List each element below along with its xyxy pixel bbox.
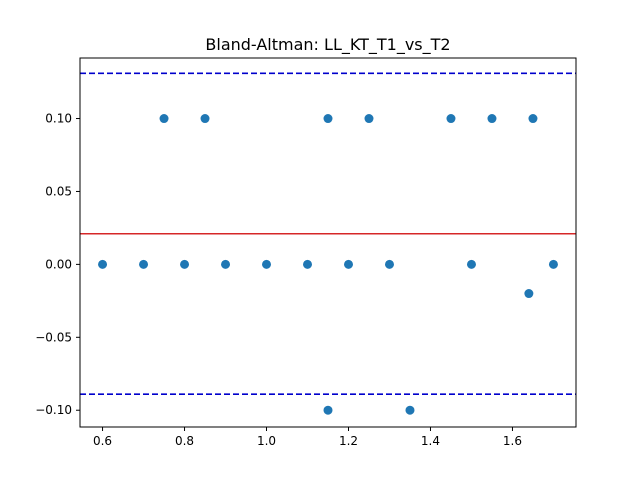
data-points bbox=[98, 114, 558, 415]
x-tick-label: 1.2 bbox=[339, 434, 358, 448]
data-point bbox=[262, 259, 272, 269]
y-tick-label: 0.10 bbox=[45, 112, 72, 126]
x-tick-label: 1.0 bbox=[257, 434, 276, 448]
x-tick-label: 1.4 bbox=[421, 434, 440, 448]
y-tick-label: −0.05 bbox=[35, 330, 72, 344]
data-point bbox=[343, 259, 353, 269]
data-point bbox=[446, 114, 456, 124]
plot-frame bbox=[79, 57, 577, 428]
y-tick-label: −0.10 bbox=[35, 403, 72, 417]
data-point bbox=[524, 289, 534, 299]
data-point bbox=[139, 259, 149, 269]
data-point bbox=[466, 259, 476, 269]
data-point bbox=[159, 114, 169, 124]
data-point bbox=[364, 114, 374, 124]
data-point bbox=[323, 405, 333, 415]
data-point bbox=[180, 259, 190, 269]
data-point bbox=[405, 405, 415, 415]
y-tick-label: 0.05 bbox=[45, 184, 72, 198]
chart-title: Bland-Altman: LL_KT_T1_vs_T2 bbox=[205, 35, 450, 55]
data-point bbox=[384, 259, 394, 269]
reference-lines bbox=[80, 72, 576, 395]
x-tick-label: 1.6 bbox=[503, 434, 522, 448]
data-point bbox=[323, 114, 333, 124]
y-tick-label: 0.00 bbox=[45, 257, 72, 271]
x-tick-label: 0.8 bbox=[175, 434, 194, 448]
data-point bbox=[200, 114, 210, 124]
data-point bbox=[548, 259, 558, 269]
data-point bbox=[528, 114, 538, 124]
x-tick-label: 0.6 bbox=[93, 434, 112, 448]
data-point bbox=[303, 259, 313, 269]
axes: 0.6 0.8 1.0 1.2 1.4 1.6 −0.10 −0.05 0.00 0.05 0.10 bbox=[35, 112, 522, 448]
data-point bbox=[487, 114, 497, 124]
data-point bbox=[98, 259, 108, 269]
data-point bbox=[221, 259, 231, 269]
